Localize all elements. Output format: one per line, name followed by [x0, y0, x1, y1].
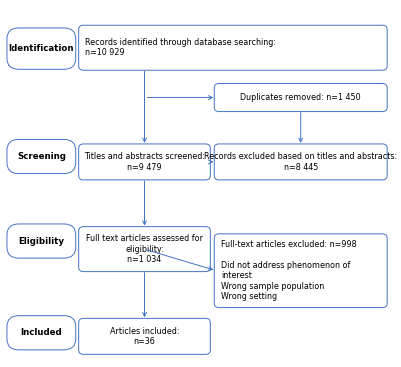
- Text: Titles and abstracts screened:
n=9 479: Titles and abstracts screened: n=9 479: [84, 152, 205, 172]
- Text: Articles included:
n=36: Articles included: n=36: [110, 327, 179, 346]
- FancyBboxPatch shape: [214, 144, 387, 180]
- FancyBboxPatch shape: [7, 316, 76, 350]
- FancyBboxPatch shape: [79, 319, 210, 355]
- FancyBboxPatch shape: [79, 25, 387, 70]
- Text: Records excluded based on titles and abstracts:
n=8 445: Records excluded based on titles and abs…: [204, 152, 397, 172]
- FancyBboxPatch shape: [7, 224, 76, 258]
- FancyBboxPatch shape: [7, 28, 76, 69]
- Text: Duplicates removed: n=1 450: Duplicates removed: n=1 450: [240, 93, 361, 102]
- FancyBboxPatch shape: [7, 139, 76, 174]
- FancyBboxPatch shape: [79, 144, 210, 180]
- Text: Screening: Screening: [17, 152, 66, 161]
- Text: Included: Included: [20, 328, 62, 337]
- FancyBboxPatch shape: [214, 234, 387, 308]
- FancyBboxPatch shape: [79, 227, 210, 272]
- Text: Identification: Identification: [8, 44, 74, 53]
- Text: Full text articles assessed for
eligibility:
n=1 034: Full text articles assessed for eligibil…: [86, 234, 203, 264]
- Text: Records identified through database searching:
n=10 929: Records identified through database sear…: [85, 38, 276, 57]
- Text: Full-text articles excluded: n=998

Did not address phenomenon of
interest
Wrong: Full-text articles excluded: n=998 Did n…: [221, 240, 356, 301]
- Text: Eligibility: Eligibility: [18, 237, 64, 246]
- FancyBboxPatch shape: [214, 84, 387, 112]
